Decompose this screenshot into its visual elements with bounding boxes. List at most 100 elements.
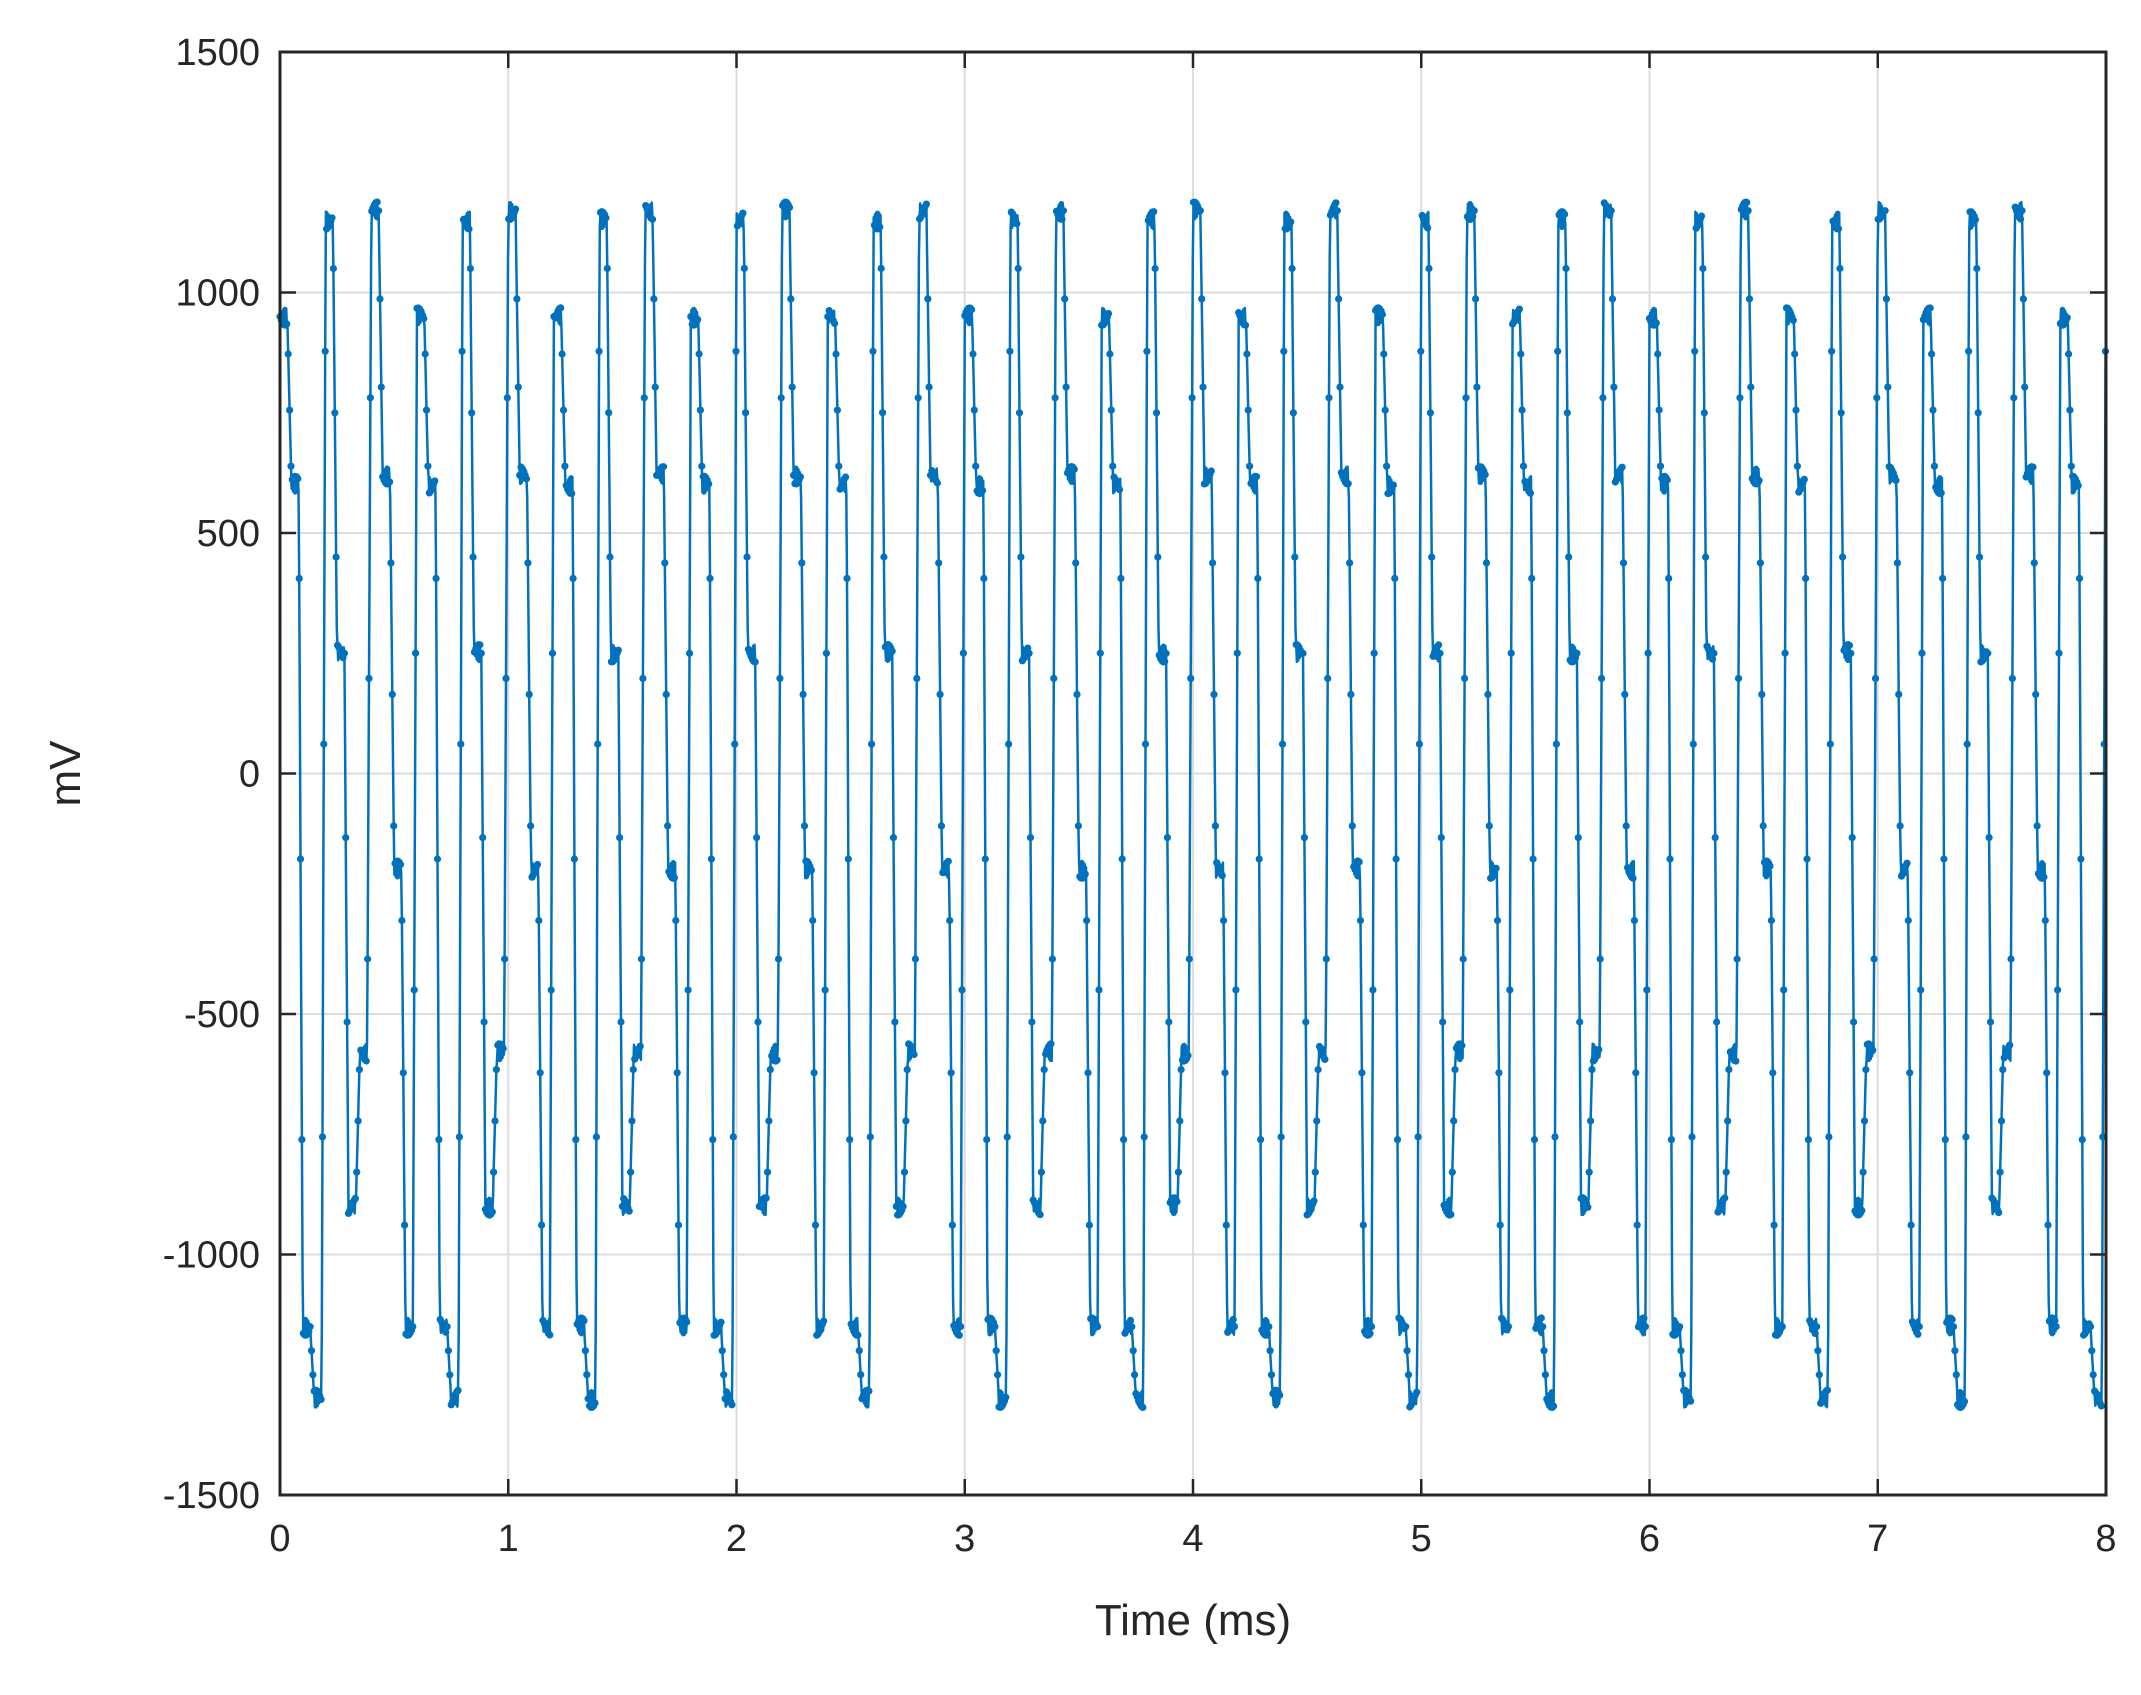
data-point: [1241, 321, 1250, 329]
data-point: [1710, 649, 1718, 657]
data-point: [1813, 1323, 1821, 1331]
data-point: [298, 1136, 306, 1144]
data-point: [1825, 1133, 1833, 1141]
data-point: [1017, 553, 1025, 561]
data-point: [924, 295, 932, 303]
data-point: [1526, 489, 1534, 497]
data-point: [546, 1331, 554, 1339]
data-point: [1048, 955, 1056, 963]
data-point: [674, 1221, 683, 1229]
data-point: [1565, 553, 1573, 561]
data-point: [1537, 1314, 1545, 1322]
data-point: [1948, 1316, 1956, 1324]
data-point: [1550, 1402, 1558, 1410]
data-point: [366, 394, 374, 402]
data-point: [1904, 916, 1912, 925]
data-point: [318, 1133, 327, 1141]
data-point: [1402, 1323, 1410, 1331]
data-point: [857, 1371, 865, 1379]
data-point: [1336, 383, 1344, 391]
data-point: [922, 200, 931, 208]
data-point: [1677, 1347, 1685, 1355]
data-point: [1700, 409, 1708, 417]
data-point: [1744, 207, 1752, 215]
data-point: [935, 559, 943, 567]
data-point: [2043, 1069, 2051, 1077]
data-point: [442, 1328, 450, 1336]
data-point: [790, 471, 798, 479]
data-point: [306, 1323, 314, 1331]
data-point: [353, 1168, 361, 1176]
data-point: [776, 674, 784, 683]
data-point: [1209, 559, 1217, 567]
data-point: [1793, 462, 1801, 470]
data-point: [1587, 1117, 1595, 1125]
data-point: [1050, 674, 1058, 683]
data-point: [1461, 674, 1469, 683]
data-point: [501, 955, 509, 963]
data-point: [421, 350, 429, 358]
data-point: [606, 553, 614, 561]
data-point: [538, 1221, 546, 1229]
data-point: [648, 215, 657, 223]
data-point: [1551, 1133, 1559, 1141]
data-point: [1094, 1323, 1102, 1331]
data-point: [900, 1168, 909, 1176]
data-point: [594, 740, 602, 748]
data-point: [365, 674, 373, 683]
data-point: [1325, 394, 1333, 402]
data-point: [535, 916, 543, 925]
data-point: [399, 1069, 407, 1077]
data-point: [605, 409, 613, 417]
data-point: [1229, 1315, 1237, 1324]
data-point: [809, 916, 817, 925]
data-point: [1562, 264, 1570, 273]
data-point: [1199, 383, 1207, 391]
data-point: [1380, 350, 1388, 358]
data-point: [2088, 1347, 2096, 1355]
data-point: [1152, 409, 1161, 417]
data-point: [720, 1371, 728, 1379]
data-point: [287, 462, 295, 470]
data-point: [731, 740, 739, 748]
data-point: [1914, 1330, 1922, 1338]
data-point: [876, 223, 884, 231]
data-point: [798, 559, 806, 567]
data-point: [340, 649, 348, 657]
data-point: [1644, 649, 1652, 657]
data-point: [1005, 740, 1013, 748]
data-point: [2075, 574, 2084, 583]
data-point: [1940, 855, 1948, 863]
data-point: [1255, 855, 1263, 863]
data-point: [1252, 473, 1261, 481]
data-point: [1173, 1198, 1181, 1206]
data-point: [1507, 649, 1515, 657]
data-point: [1332, 199, 1340, 207]
data-point: [980, 574, 988, 583]
data-point: [1665, 574, 1673, 583]
data-point: [1999, 1066, 2007, 1074]
data-point: [616, 834, 624, 842]
data-point: [1736, 394, 1744, 402]
data-point: [1573, 649, 1581, 657]
data-point: [1484, 690, 1492, 699]
data-point: [1424, 224, 1432, 232]
data-point: [1096, 649, 1104, 657]
data-point: [1608, 295, 1617, 303]
data-point: [1006, 347, 1014, 355]
data-point: [1871, 674, 1880, 683]
data-point: [1288, 264, 1296, 273]
data-point: [1607, 207, 1615, 215]
data-point: [1040, 1066, 1048, 1074]
data-point: [1062, 383, 1070, 391]
data-point: [1826, 740, 1834, 748]
data-point: [1115, 486, 1124, 494]
x-tick-label: 3: [954, 1518, 975, 1560]
data-point: [670, 874, 679, 882]
data-point: [1618, 463, 1626, 471]
data-point: [1163, 834, 1171, 842]
data-point: [865, 1387, 873, 1395]
data-point: [1711, 834, 1719, 842]
y-tick-label: 1000: [175, 273, 260, 315]
data-point: [1725, 1066, 1733, 1074]
